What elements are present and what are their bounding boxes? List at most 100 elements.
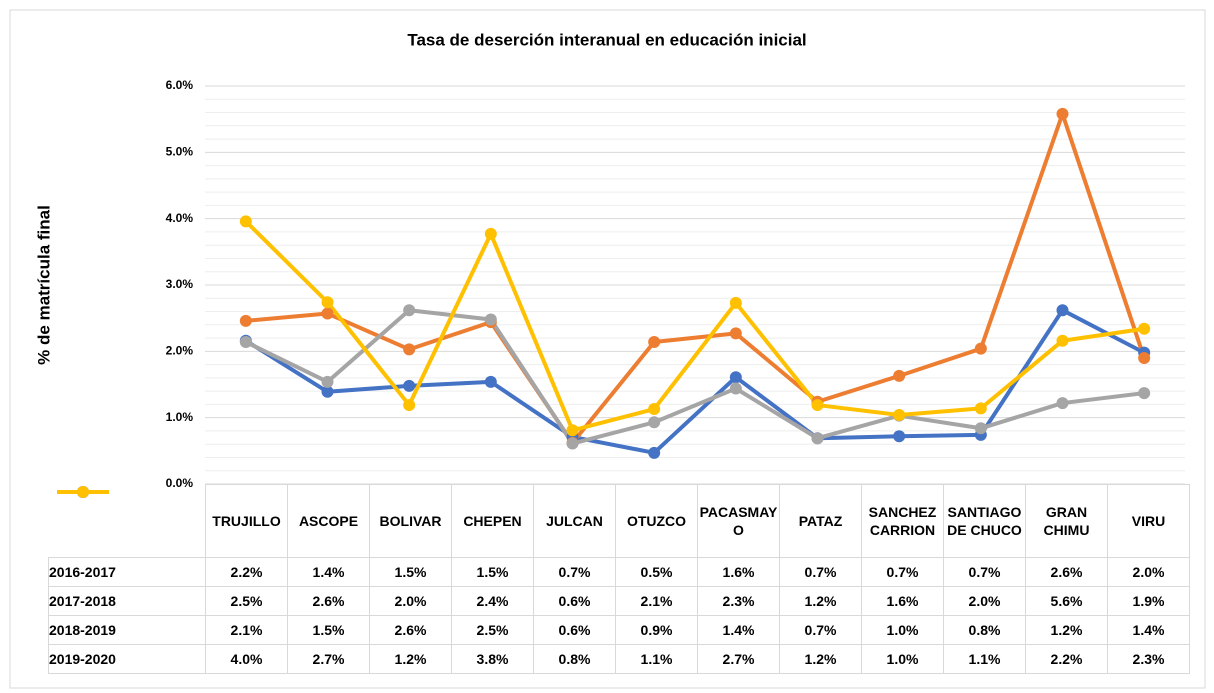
- legend-entry: 2018-2019: [48, 485, 206, 645]
- data-label: 2.6%: [1025, 557, 1108, 587]
- chart-border: [9, 9, 1206, 689]
- x-tick-label: TRUJILLO: [205, 484, 288, 558]
- data-label: 2.1%: [615, 586, 698, 616]
- data-point: [974, 402, 987, 415]
- data-label: 2.6%: [369, 615, 452, 645]
- data-label: 0.7%: [779, 557, 862, 587]
- x-tick-label: OTUZCO: [615, 484, 698, 558]
- table-row: 2018-2019 2.1% 1.5% 2.6% 2.5% 0.6% 0.9% 1.4% 0.7…: [48, 485, 1190, 645]
- data-label: 1.9%: [1107, 586, 1190, 616]
- y-tick-label: 2.0%: [166, 344, 194, 358]
- x-tick-label: ASCOPE: [287, 484, 370, 558]
- data-point: [403, 343, 416, 356]
- data-label: 1.2%: [369, 644, 452, 674]
- data-label: 1.1%: [943, 644, 1026, 674]
- data-point: [484, 227, 497, 240]
- data-point: [1056, 334, 1069, 347]
- data-point: [566, 437, 579, 450]
- data-point: [1138, 387, 1151, 400]
- data-label: 0.7%: [943, 557, 1026, 587]
- data-point: [321, 385, 334, 398]
- legend-marker: [76, 485, 89, 498]
- data-point: [403, 399, 416, 412]
- series-line: [244, 219, 1145, 433]
- data-label: 2.7%: [697, 644, 780, 674]
- data-point: [1138, 351, 1151, 364]
- data-label: 2.3%: [697, 586, 780, 616]
- y-tick-label: 6.0%: [166, 78, 194, 92]
- x-tick-label: SANTIAGO DE CHUCO: [943, 484, 1026, 558]
- x-tick-label: GRAN CHIMU: [1025, 484, 1108, 558]
- data-label: 1.4%: [1107, 615, 1190, 645]
- data-label: 2.6%: [287, 586, 370, 616]
- data-label: 0.7%: [861, 557, 944, 587]
- x-tick-label: SANCHEZ CARRION: [861, 484, 944, 558]
- data-point: [566, 424, 579, 437]
- data-label: 2.5%: [205, 586, 288, 616]
- data-label: 0.7%: [533, 557, 616, 587]
- data-point: [893, 430, 906, 443]
- y-axis-label: % de matrícula final: [34, 205, 53, 365]
- y-tick-label: 5.0%: [166, 145, 194, 159]
- chart-title: Tasa de deserción interanual en educació…: [407, 30, 806, 49]
- data-label: 1.6%: [861, 586, 944, 616]
- data-point: [1138, 322, 1151, 335]
- data-label: 0.8%: [533, 644, 616, 674]
- data-label: 2.2%: [1025, 644, 1108, 674]
- data-label: 1.2%: [1025, 615, 1108, 645]
- data-label: 2.0%: [369, 586, 452, 616]
- data-point: [1056, 107, 1069, 120]
- data-point: [1056, 304, 1069, 317]
- legend-swatch: [56, 485, 109, 498]
- data-label: 2.3%: [1107, 644, 1190, 674]
- table-row: 2017-2018 2.5% 2.6% 2.0% 2.4% 0.6% 2.1% 2.3% 1.2…: [48, 485, 1190, 616]
- x-tick-label: PACASMAYO: [697, 484, 780, 558]
- data-label: 2.0%: [1107, 557, 1190, 587]
- data-point: [321, 375, 334, 388]
- data-point: [239, 314, 252, 327]
- data-label: 1.2%: [779, 644, 862, 674]
- data-label: 1.5%: [369, 557, 452, 587]
- data-label: 1.2%: [779, 586, 862, 616]
- data-point: [648, 446, 661, 459]
- table-header-row: TRUJILLO ASCOPE BOLIVAR CHEPEN JULCAN OTUZCO P…: [48, 484, 1190, 558]
- data-point: [403, 304, 416, 317]
- data-label: 1.6%: [697, 557, 780, 587]
- data-point: [648, 336, 661, 349]
- data-label: 1.1%: [615, 644, 698, 674]
- data-label: 2.1%: [205, 615, 288, 645]
- x-tick-label: BOLIVAR: [369, 484, 452, 558]
- data-label: 5.6%: [1025, 586, 1108, 616]
- x-tick-label: PATAZ: [779, 484, 862, 558]
- data-label: 1.0%: [861, 644, 944, 674]
- data-label: 2.0%: [943, 586, 1026, 616]
- data-point: [974, 422, 987, 435]
- data-label: 1.5%: [451, 557, 534, 587]
- data-point: [893, 369, 906, 382]
- data-point: [811, 432, 824, 445]
- series-line: [245, 111, 1147, 445]
- data-point: [893, 409, 906, 422]
- data-label: 1.5%: [287, 615, 370, 645]
- data-point: [321, 307, 334, 320]
- y-tick-label: 3.0%: [166, 277, 194, 291]
- legend-label: 2018-2019: [49, 622, 116, 638]
- legend-entry: 2019-2020: [48, 485, 206, 674]
- data-label: 0.5%: [615, 557, 698, 587]
- data-point: [729, 327, 742, 340]
- data-point: [484, 375, 497, 388]
- x-tick-label: VIRU: [1107, 484, 1190, 558]
- data-label: 3.8%: [451, 644, 534, 674]
- data-label: 2.2%: [205, 557, 288, 587]
- table-row: 2016-2017 2.2% 1.4% 1.5% 1.5% 0.7% 0.5% 1.6% 0.7…: [48, 485, 1190, 587]
- data-point: [974, 342, 987, 355]
- series-line: [244, 308, 1145, 446]
- data-point: [811, 399, 824, 412]
- data-label: 0.8%: [943, 615, 1026, 645]
- data-table: TRUJILLO ASCOPE BOLIVAR CHEPEN JULCAN OTUZCO P…: [48, 484, 1190, 674]
- data-label: 0.7%: [779, 615, 862, 645]
- x-tick-label: CHEPEN: [451, 484, 534, 558]
- data-point: [648, 416, 661, 429]
- data-label: 0.6%: [533, 615, 616, 645]
